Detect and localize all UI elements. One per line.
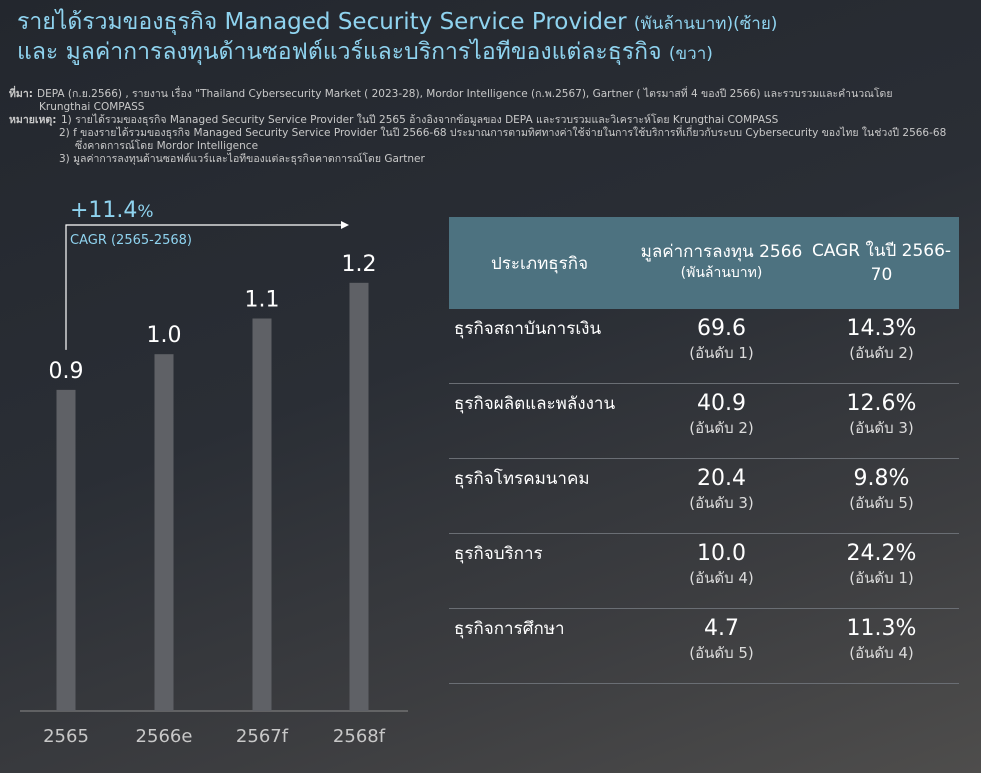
row-investment-rank: (อันดับ 4) (689, 569, 754, 587)
source-label: ที่มา: (9, 88, 33, 100)
row-cagr-value: 14.3% (846, 316, 917, 341)
remark-2b: ซึ่งคาดการณ์โดย Mordor Intelligence (75, 140, 259, 152)
source-row: ที่มา: DEPA (ก.ย.2566) , รายงาน เรื่อง "… (9, 88, 969, 101)
table-row: ธุรกิจผลิตและพลังงาน 40.9 (อันดับ 2) 12.6% (… (449, 384, 959, 459)
row-cagr-value: 11.3% (846, 616, 917, 641)
remark-2: 2) f ของรายได้รวมของธุรกิจ Managed Secur… (59, 127, 947, 139)
bar-value-label: 1.2 (342, 252, 377, 277)
bar-2567f (252, 318, 272, 711)
header-investment-title: มูลค่าการลงทุน 2566 (640, 242, 803, 262)
cagr-value: +11.4% (70, 198, 154, 223)
x-tick-label: 2568f (333, 726, 386, 747)
cagr-value-number: +11.4 (70, 198, 137, 223)
remark-label: หมายเหตุ: (9, 114, 57, 126)
title-line-2: และ มูลค่าการลงทุนด้านซอฟต์แวร์และบริการ… (17, 38, 967, 68)
row-investment: 40.9 (อันดับ 2) (639, 384, 804, 458)
row-cagr-rank: (อันดับ 2) (849, 344, 914, 362)
row-business-name: ธุรกิจสถาบันการเงิน (454, 319, 602, 339)
row-investment-value: 69.6 (697, 316, 746, 341)
title-line-2-unit: (ขวา) (668, 44, 713, 64)
title-line-1-text: รายได้รวมของธุรกิจ Managed Security Serv… (17, 9, 627, 35)
row-investment-value: 10.0 (697, 541, 746, 566)
header-business-type: ประเภทธุรกิจ (491, 253, 589, 274)
row-cagr: 12.6% (อันดับ 3) (804, 384, 959, 458)
row-business-name: ธุรกิจผลิตและพลังงาน (454, 394, 616, 414)
row-investment-value: 20.4 (697, 466, 746, 491)
row-business-name: ธุรกิจโทรคมนาคม (454, 469, 590, 489)
table-body: ธุรกิจสถาบันการเงิน 69.6 (อันดับ 1) 14.3% (อ… (449, 309, 959, 684)
row-investment: 20.4 (อันดับ 3) (639, 459, 804, 533)
remark-3: 3) มูลค่าการลงทุนด้านซอฟต์แวร์และไอทีของ… (59, 153, 425, 165)
investment-table: ประเภทธุรกิจ มูลค่าการลงทุน 2566 (พันล้า… (449, 217, 959, 684)
chart-title: รายได้รวมของธุรกิจ Managed Security Serv… (17, 8, 967, 68)
row-business-name: ธุรกิจบริการ (454, 544, 543, 564)
title-line-1-unit: (พันล้านบาท)(ซ้าย) (633, 14, 778, 34)
cagr-arrowhead (341, 221, 349, 229)
table-row: ธุรกิจสถาบันการเงิน 69.6 (อันดับ 1) 14.3% (อ… (449, 309, 959, 384)
table-row: ธุรกิจบริการ 10.0 (อันดับ 4) 24.2% (อันดับ 1… (449, 534, 959, 609)
row-investment: 69.6 (อันดับ 1) (639, 309, 804, 383)
row-investment-rank: (อันดับ 5) (689, 644, 754, 662)
revenue-bar-chart: 0.9 2565 1.0 2566e 1.1 2567f 1.2 2568f +11.4% C… (20, 198, 408, 747)
row-investment-rank: (อันดับ 1) (689, 344, 754, 362)
bar-2568f (349, 282, 369, 711)
row-cagr-rank: (อันดับ 1) (849, 569, 914, 587)
row-cagr-rank: (อันดับ 4) (849, 644, 914, 662)
bar-value-label: 1.0 (147, 323, 182, 348)
remark-1: 1) รายได้รวมของธุรกิจ Managed Security S… (61, 114, 779, 126)
x-tick-label: 2565 (43, 726, 89, 747)
row-business-name: ธุรกิจการศึกษา (454, 619, 565, 639)
cagr-annotation: +11.4% CAGR (2565-2568) (65, 198, 349, 350)
remark-row: หมายเหตุ: 1) รายได้รวมของธุรกิจ Managed … (9, 114, 969, 127)
row-cagr-rank: (อันดับ 3) (849, 419, 914, 437)
title-line-1: รายได้รวมของธุรกิจ Managed Security Serv… (17, 8, 967, 38)
header-investment: มูลค่าการลงทุน 2566 (พันล้านบาท) (639, 242, 804, 284)
row-cagr: 11.3% (อันดับ 4) (804, 609, 959, 683)
cagr-label: CAGR (2565-2568) (70, 233, 192, 248)
source-text-2: Krungthai COMPASS (39, 101, 145, 113)
cagr-value-unit: % (137, 202, 153, 222)
bar-2565 (56, 389, 76, 711)
row-investment: 10.0 (อันดับ 4) (639, 534, 804, 608)
source-text: DEPA (ก.ย.2566) , รายงาน เรื่อง "Thailan… (37, 88, 893, 100)
header-investment-unit: (พันล้านบาท) (680, 265, 763, 281)
row-cagr-rank: (อันดับ 5) (849, 494, 914, 512)
bar-2566e (154, 354, 174, 711)
table-row: ธุรกิจโทรคมนาคม 20.4 (อันดับ 3) 9.8% (อันดับ… (449, 459, 959, 534)
row-cagr-value: 24.2% (846, 541, 917, 566)
x-tick-label: 2566e (136, 726, 193, 747)
row-investment-rank: (อันดับ 3) (689, 494, 754, 512)
cagr-arrow (65, 224, 343, 350)
table-header: ประเภทธุรกิจ มูลค่าการลงทุน 2566 (พันล้า… (449, 217, 959, 309)
row-cagr: 14.3% (อันดับ 2) (804, 309, 959, 383)
row-investment: 4.7 (อันดับ 5) (639, 609, 804, 683)
title-line-2-text: และ มูลค่าการลงทุนด้านซอฟต์แวร์และบริการ… (17, 39, 662, 65)
table-row: ธุรกิจการศึกษา 4.7 (อันดับ 5) 11.3% (อันดับ … (449, 609, 959, 684)
x-tick-label: 2567f (236, 726, 289, 747)
bar-value-label: 1.1 (245, 288, 280, 313)
bar-value-label: 0.9 (49, 359, 84, 384)
row-cagr: 24.2% (อันดับ 1) (804, 534, 959, 608)
row-investment-value: 40.9 (697, 391, 746, 416)
row-cagr: 9.8% (อันดับ 5) (804, 459, 959, 533)
row-investment-rank: (อันดับ 2) (689, 419, 754, 437)
header-cagr: CAGR ในปี 2566-70 (811, 241, 952, 285)
row-investment-value: 4.7 (704, 616, 739, 641)
row-cagr-value: 9.8% (853, 466, 910, 491)
row-cagr-value: 12.6% (846, 391, 917, 416)
source-notes: ที่มา: DEPA (ก.ย.2566) , รายงาน เรื่อง "… (9, 88, 969, 166)
